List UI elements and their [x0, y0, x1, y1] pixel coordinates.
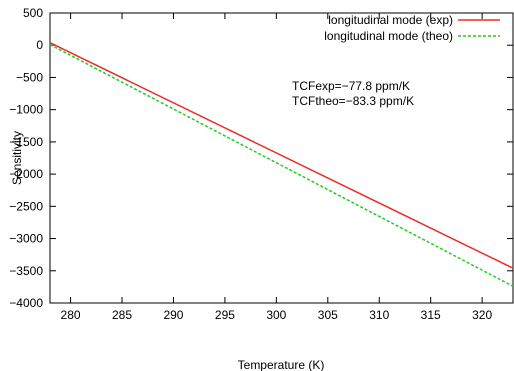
legend-label-exp: longitudinal mode (exp)	[328, 13, 453, 27]
annotation-tcf-exp: TCFexp=−77.8 ppm/K	[292, 79, 410, 93]
x-tick-label: 320	[472, 308, 492, 322]
y-tick-label: −500	[16, 70, 43, 84]
y-tick-label: 500	[23, 6, 43, 20]
x-tick-label: 280	[61, 308, 81, 322]
annotation-tcf-theo: TCFtheo=−83.3 ppm/K	[292, 94, 414, 108]
legend-label-theo: longitudinal mode (theo)	[324, 29, 453, 43]
y-tick-label: −1500	[9, 135, 43, 149]
axis-ticks: 280 285 290 295 300 305 310 315 320 500 0 −500 −1000…	[9, 6, 513, 322]
x-tick-label: 300	[266, 308, 286, 322]
y-tick-label: −3000	[9, 232, 43, 246]
legend: longitudinal mode (exp) longitudinal mod…	[324, 13, 500, 43]
x-tick-label: 290	[163, 308, 183, 322]
y-tick-label: −1000	[9, 103, 43, 117]
y-tick-label: 0	[36, 38, 43, 52]
x-tick-label: 285	[112, 308, 132, 322]
y-tick-label: −2500	[9, 199, 43, 213]
y-tick-label: −3500	[9, 264, 43, 278]
series-line-theo	[49, 43, 514, 287]
x-tick-label: 315	[421, 308, 441, 322]
x-axis-title: Temperature (K)	[238, 358, 325, 371]
series-layer	[49, 41, 514, 287]
y-tick-label: −2000	[9, 167, 43, 181]
y-tick-label: −4000	[9, 296, 43, 310]
y-axis-title: Sensitivity	[10, 131, 24, 185]
x-tick-label: 295	[215, 308, 235, 322]
series-line-exp	[49, 41, 514, 269]
x-tick-label: 310	[369, 308, 389, 322]
x-tick-label: 305	[318, 308, 338, 322]
plot-frame	[49, 12, 514, 304]
